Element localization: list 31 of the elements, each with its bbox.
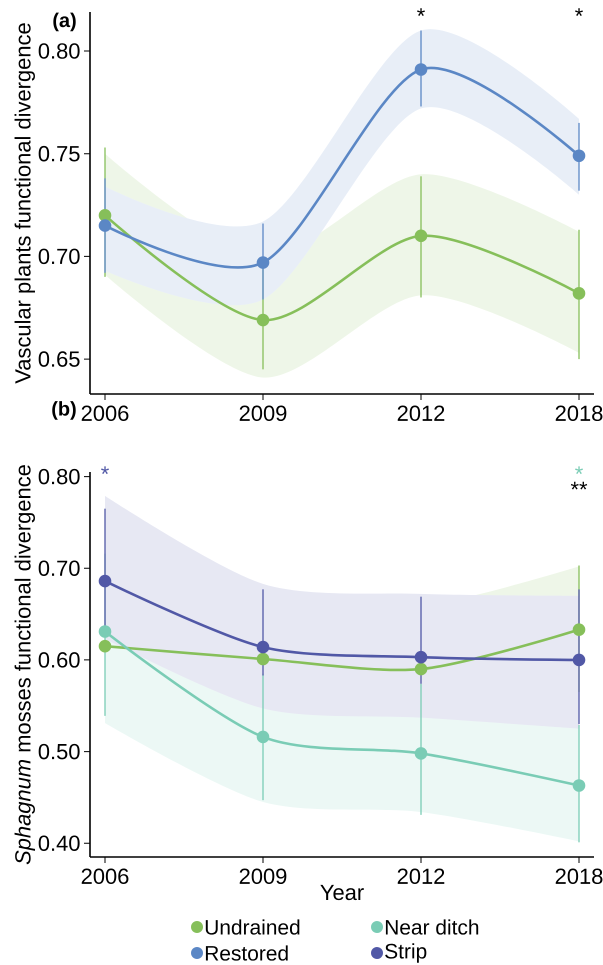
annotation: ** [570, 482, 588, 490]
y-axis-title: Sphagnum mosses functional divergence [14, 465, 35, 864]
x-tick-label: 2012 [398, 406, 444, 422]
legend-label: Restored [206, 945, 288, 961]
x-tick-label: 2012 [398, 868, 444, 884]
y-tick-label: 0.70 [38, 248, 80, 264]
y-axis-title: Vascular plants functional divergence [14, 23, 35, 384]
annotation: * [575, 8, 583, 16]
x-tick-label: 2009 [240, 406, 286, 422]
annotation: * [575, 466, 583, 474]
y-tick-label: 0.75 [38, 146, 80, 162]
annotation: * [101, 466, 109, 474]
text: (b) [52, 401, 76, 420]
text: (a) [53, 12, 76, 32]
legend-label: Near ditch [386, 919, 478, 935]
y-tick-label: 0.60 [38, 652, 80, 668]
annotation: * [417, 8, 425, 16]
y-tick-label: 0.70 [38, 560, 80, 576]
legend-label: Strip [385, 943, 426, 963]
x-tick-label: 2018 [556, 406, 602, 422]
y-tick-label: 0.40 [38, 835, 80, 852]
x-tick-label: 2009 [240, 868, 286, 884]
x-tick-label: 2018 [556, 868, 602, 884]
y-tick-label: 0.80 [38, 468, 80, 484]
legend-label: Undrained [206, 919, 300, 935]
x-axis-title: Year [320, 884, 364, 900]
y-tick-label: 0.65 [38, 351, 80, 367]
x-tick-label: 2006 [82, 406, 128, 422]
y-tick-label: 0.50 [38, 744, 80, 760]
y-tick-label: 0.80 [38, 43, 80, 59]
x-tick-label: 2006 [82, 868, 128, 884]
